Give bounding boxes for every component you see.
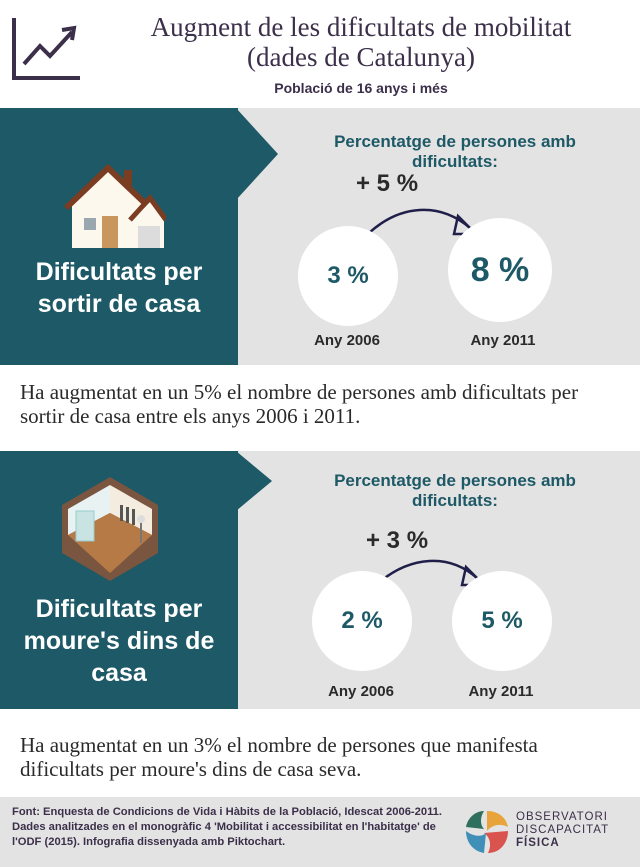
panel-title-line-2: sortir de casa bbox=[37, 290, 201, 318]
line-chart-icon bbox=[12, 18, 80, 80]
stat-heading: Percentatge de persones amb dificultats: bbox=[334, 471, 576, 510]
page-title: Augment de les dificultats de mobilitat … bbox=[96, 12, 626, 72]
section-leaving-home: Dificultats per sortir de casa Percentat… bbox=[0, 108, 640, 365]
title-line-2: (dades de Catalunya) bbox=[247, 42, 475, 72]
section-panel: Dificultats per sortir de casa bbox=[0, 108, 278, 365]
source-line-1: Font: Enquesta de Condicions de Vida i H… bbox=[12, 806, 443, 818]
footer: Font: Enquesta de Condicions de Vida i H… bbox=[0, 797, 640, 867]
from-year: Any 2006 bbox=[328, 683, 394, 700]
to-value-circle: 8 % bbox=[448, 218, 552, 322]
to-value: 8 % bbox=[470, 250, 530, 289]
to-value-circle: 5 % bbox=[452, 571, 552, 671]
panel-arrow bbox=[236, 108, 278, 200]
to-year: Any 2011 bbox=[468, 683, 534, 700]
section-panel: Dificultats per moure's dins de casa bbox=[0, 451, 272, 709]
source-line-3: l'ODF (2015). Infografia dissenyada amb … bbox=[12, 836, 286, 848]
from-value: 2 % bbox=[341, 607, 383, 634]
to-value: 5 % bbox=[481, 607, 523, 634]
source-note: Font: Enquesta de Condicions de Vida i H… bbox=[12, 805, 442, 850]
odf-logo-icon bbox=[466, 811, 508, 853]
source-line-2: Dades analitzades en el monogràfic 4 'Mo… bbox=[12, 821, 436, 833]
room-icon bbox=[62, 477, 158, 581]
from-value: 3 % bbox=[327, 262, 369, 289]
panel-title-line-3: casa bbox=[91, 659, 147, 687]
house-icon bbox=[63, 164, 166, 248]
header: Augment de les dificultats de mobilitat … bbox=[0, 0, 640, 108]
from-value-circle: 3 % bbox=[298, 226, 398, 326]
page-subtitle: Població de 16 anys i més bbox=[274, 80, 448, 96]
panel-title: Dificultats per moure's dins de casa bbox=[8, 593, 230, 689]
logo-line-1: OBSERVATORI bbox=[516, 811, 608, 823]
from-year: Any 2006 bbox=[314, 332, 380, 349]
logo-line-2: DISCAPACITAT bbox=[516, 824, 610, 836]
to-year: Any 2011 bbox=[470, 332, 536, 349]
delta-label: + 3 % bbox=[366, 527, 429, 554]
section-moving-inside: Dificultats per moure's dins de casa Per… bbox=[0, 451, 640, 709]
title-line-1: Augment de les dificultats de mobilitat bbox=[150, 12, 572, 42]
panel-title-line-1: Dificultats per bbox=[35, 258, 203, 286]
panel-arrow bbox=[236, 451, 272, 511]
stat-heading: Percentatge de persones amb dificultats: bbox=[334, 132, 576, 171]
logo-line-3: FÍSICA bbox=[516, 837, 560, 849]
panel-title-line-2: moure's dins de bbox=[23, 627, 215, 655]
section-description: Ha augmentat en un 5% el nombre de perso… bbox=[20, 380, 579, 428]
from-value-circle: 2 % bbox=[312, 571, 412, 671]
section-description: Ha augmentat en un 3% el nombre de perso… bbox=[20, 733, 538, 781]
delta-label: + 5 % bbox=[356, 170, 419, 197]
odf-logo-text: OBSERVATORI DISCAPACITAT FÍSICA bbox=[516, 811, 636, 850]
panel-title-line-1: Dificultats per bbox=[35, 595, 203, 623]
panel-title: Dificultats per sortir de casa bbox=[8, 256, 230, 320]
